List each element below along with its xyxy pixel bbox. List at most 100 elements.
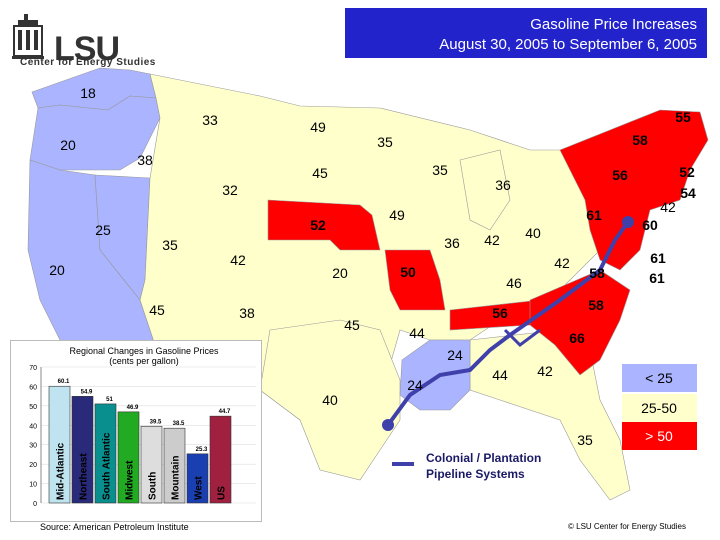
map-labels: 18 20 20 25 38 33 32 35 45 42 38 49 45 52 20 45 40 35 49 50… [49, 85, 696, 448]
map-label-ca: 20 [49, 262, 65, 278]
chart-bar-5 [163, 427, 186, 504]
chart-ytick-label: 0 [33, 501, 37, 508]
legend-low-swatch [622, 364, 697, 392]
map-label-ne: 52 [310, 217, 326, 233]
map-label-de: 61 [649, 270, 665, 286]
map-label-nh: 52 [679, 164, 695, 180]
map-label-co: 42 [230, 252, 246, 268]
chart-bar-6 [186, 453, 209, 504]
chart-value-label-7: 44.7 [219, 409, 231, 415]
chart-ytick-label: 40 [29, 423, 37, 430]
map-label-mn: 35 [377, 134, 393, 150]
map-label-ar: 44 [409, 325, 425, 341]
map-label-tn: 56 [492, 305, 508, 321]
legend-high-swatch [622, 422, 697, 450]
map-label-ia: 49 [389, 207, 405, 223]
map-label-ms: 24 [447, 347, 463, 363]
legend-pipeline-label-2: Pipeline Systems [426, 467, 525, 481]
chart-category-label-0: Mid-Atlantic [56, 442, 67, 500]
chart-category-label-2: South Atlantic [102, 432, 113, 500]
map-label-ky: 46 [506, 275, 522, 291]
chart-ytick-label: 70 [29, 365, 37, 372]
chart-value-label-2: 51 [106, 397, 113, 403]
map-label-la: 24 [407, 377, 423, 393]
map-label-ct: 60 [642, 217, 658, 233]
chart-value-label-4: 39.5 [150, 419, 162, 425]
map-label-wa: 18 [80, 85, 96, 101]
title-line-2: August 30, 2005 to September 6, 2005 [439, 36, 697, 53]
chart-category-label-7: US [217, 486, 228, 500]
map-label-ks: 20 [332, 265, 348, 281]
region-louisiana [399, 339, 471, 411]
chart-bar-1 [71, 396, 94, 504]
credit-note: © LSU Center for Energy Studies [568, 522, 686, 531]
map-label-nm: 38 [239, 305, 255, 321]
pipeline-line [386, 220, 630, 427]
region-missouri [384, 249, 446, 311]
pipeline-origin [382, 419, 394, 431]
map-label-mi: 36 [495, 177, 511, 193]
region-texas [259, 319, 401, 481]
map-label-il: 36 [444, 235, 460, 251]
map-label-tx: 40 [322, 392, 338, 408]
chart-ytick-label: 30 [29, 443, 37, 450]
map-label-va: 58 [589, 265, 605, 281]
map-label-sc: 66 [569, 330, 585, 346]
logo-subtitle: Center for Energy Studies [20, 57, 156, 68]
chart-bar-3 [117, 411, 140, 504]
map-label-al: 44 [492, 367, 508, 383]
chart-bar-0 [48, 385, 71, 504]
map-label-id: 38 [137, 152, 153, 168]
chart-inset: 0 10 20 30 40 50 60 70 60.1 Mid-Atlantic 54.9 North… [10, 340, 262, 522]
lsu-logo: LSU [8, 8, 168, 68]
title-line-1: Gasoline Price Increases [530, 16, 697, 33]
chart-value-label-6: 25.3 [196, 447, 208, 453]
chart-ytick-label: 60 [29, 384, 37, 391]
map-label-ok: 45 [344, 317, 360, 333]
chart-category-label-5: Mountain [171, 456, 182, 500]
chart-subtitle: (cents per gallon) [109, 356, 179, 366]
chart-bar-7 [209, 415, 232, 504]
chart-title-block: Regional Changes in Gasoline Prices (cen… [44, 346, 244, 366]
chart-category-label-6: West [194, 476, 205, 500]
map-label-nv: 25 [95, 222, 111, 238]
legend-high-label: > 50 [645, 428, 673, 444]
chart-value-label-3: 46.9 [127, 405, 139, 411]
region-great-lakes [459, 149, 511, 231]
chart-ytick-label: 10 [29, 482, 37, 489]
map-label-md: 61 [650, 250, 666, 266]
map-label-fl: 35 [577, 432, 593, 448]
map-label-mt: 33 [202, 112, 218, 128]
pipeline-branch [503, 328, 541, 347]
region-northeast-red [559, 109, 709, 271]
map-label-wy: 32 [222, 182, 238, 198]
map-label-ut: 35 [162, 237, 178, 253]
legend-pipeline-label-1: Colonial / Plantation [426, 451, 541, 465]
chart-value-label-1: 54.9 [81, 389, 93, 395]
chart-title: Regional Changes in Gasoline Prices [69, 346, 219, 356]
map-label-wv: 42 [554, 255, 570, 271]
map-label-az: 45 [149, 302, 165, 318]
chart-value-label-0: 60.1 [58, 379, 70, 385]
chart-value-label-5: 38.5 [173, 421, 185, 427]
map-label-mo: 50 [400, 264, 416, 280]
map-label-wi: 35 [432, 162, 448, 178]
pipeline-terminus [622, 216, 634, 228]
map-label-vt: 58 [632, 132, 648, 148]
chart-category-label-4: South [148, 472, 159, 500]
map-label-oh: 40 [525, 225, 541, 241]
legend-mid-label: 25-50 [641, 400, 677, 416]
legend-mid-swatch [622, 394, 697, 422]
bar-chart: 0 10 20 30 40 50 60 70 60.1 Mid-Atlantic 54.9 North… [29, 365, 256, 508]
chart-ytick-label: 50 [29, 404, 37, 411]
map-label-nc: 58 [588, 297, 604, 313]
map-label-ma: 54 [680, 185, 696, 201]
logo-text: LSU [54, 30, 120, 68]
map-label-or: 20 [60, 137, 76, 153]
map-label-ri: 42 [660, 199, 676, 215]
chart-bar-2 [94, 403, 117, 504]
map-label-in: 42 [484, 232, 500, 248]
chart-ytick-label: 20 [29, 462, 37, 469]
